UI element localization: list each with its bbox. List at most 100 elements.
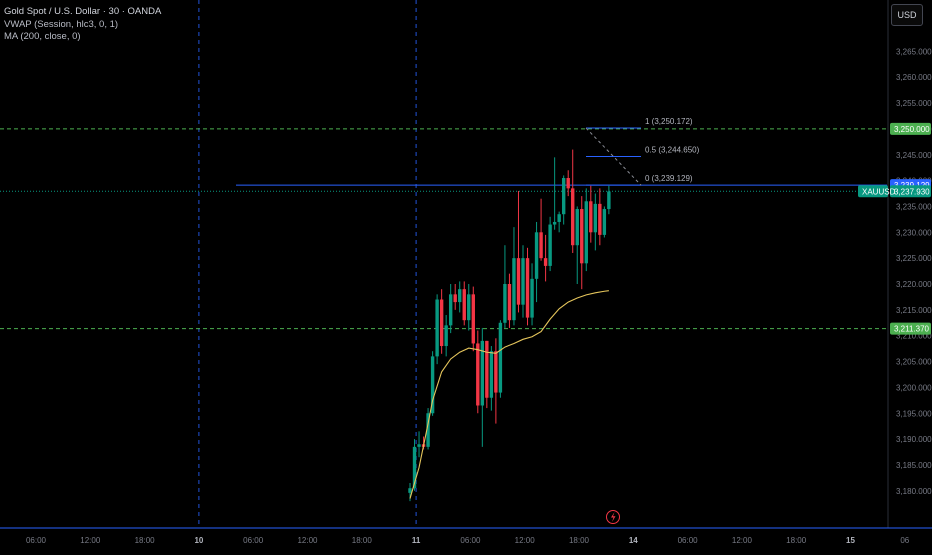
fib-level-label: 1 (3,250.172) [645,117,693,126]
candle-up[interactable] [607,191,611,210]
time-tick-label: 06:00 [460,536,481,545]
price-tick-label: 3,215.000 [896,306,932,315]
time-tick-label: 12:00 [732,536,753,545]
candle-down[interactable] [539,232,543,259]
candle-up[interactable] [561,178,566,215]
price-tick-label: 3,180.000 [896,487,932,496]
candle-up[interactable] [530,278,534,318]
candle-down[interactable] [476,343,480,406]
candle-up[interactable] [534,232,539,279]
candle-down[interactable] [580,209,584,264]
event-lightning-icon[interactable] [606,510,620,524]
fib-trend-line [585,127,642,186]
candle-up[interactable] [503,284,507,323]
candle-down[interactable] [507,284,512,321]
price-tick-label: 3,235.000 [896,202,932,211]
candle-up[interactable] [521,258,525,305]
candle-up[interactable] [426,413,430,447]
candle-down[interactable] [543,258,548,266]
candle-down[interactable] [598,203,602,235]
symbol-tag[interactable] [858,185,888,198]
candle-down[interactable] [453,294,457,303]
price-tick-label: 3,225.000 [896,254,932,263]
candle-up[interactable] [448,294,453,326]
candle-up[interactable] [593,203,598,233]
symbol-tag-label: XAUUSD [862,187,896,196]
candle-up[interactable] [575,209,579,246]
candle-up[interactable] [435,299,439,357]
time-tick-label: 18:00 [352,536,373,545]
time-tick-label: 12:00 [297,536,318,545]
price-tick-label: 3,265.000 [896,47,932,56]
ma-line [409,290,609,499]
candle-down[interactable] [571,188,575,246]
candle-down[interactable] [471,294,475,344]
price-tag[interactable] [890,122,931,135]
time-tick-label: 06 [900,536,909,545]
time-tick-label: 06:00 [678,536,699,545]
time-tick-label: 18:00 [135,536,156,545]
candle-down[interactable] [589,201,593,233]
time-tick-label: 06:00 [243,536,264,545]
price-tick-label: 3,260.000 [896,73,932,82]
candle-up[interactable] [602,209,607,235]
candle-up[interactable] [408,488,412,493]
candle-up[interactable] [458,289,462,303]
price-tick-label: 3,255.000 [896,99,932,108]
price-tick-label: 3,205.000 [896,358,932,367]
price-tag-label: 3,211.370 [894,325,930,334]
vwap-indicator-label[interactable]: VWAP (Session, hlc3, 0, 1) [4,18,119,30]
candle-up[interactable] [552,221,557,225]
candle-up[interactable] [444,325,448,347]
chart-legend: Gold Spot / U.S. Dollar · 30 · OANDA VWA… [4,6,161,44]
candle-up[interactable] [548,224,552,266]
price-tick-label: 3,185.000 [896,461,932,470]
candle-up[interactable] [512,258,516,321]
time-tick-label: 14 [629,536,638,545]
price-tag-label: 3,250.000 [894,125,930,134]
time-tick-label: 11 [412,536,421,545]
price-tag[interactable] [890,322,931,335]
time-tick-label: 18:00 [786,536,807,545]
candle-up[interactable] [430,356,435,414]
candle-up[interactable] [584,201,588,264]
candle-up[interactable] [498,322,503,393]
price-tick-label: 3,210.000 [896,332,932,341]
price-tick-label: 3,245.000 [896,151,932,160]
current-price-label: 3,237.930 [894,187,930,196]
price-tick-label: 3,195.000 [896,409,932,418]
current-price-tag[interactable] [890,185,931,198]
price-tick-label: 3,200.000 [896,383,932,392]
time-tick-label: 12:00 [80,536,101,545]
price-axis[interactable] [888,0,932,550]
candle-up[interactable] [417,444,421,447]
candle-up[interactable] [480,340,485,406]
time-tick-label: 18:00 [569,536,590,545]
candle-up[interactable] [467,294,471,321]
time-axis[interactable] [0,528,932,550]
candle-down[interactable] [516,258,521,305]
symbol-title[interactable]: Gold Spot / U.S. Dollar · 30 · OANDA [4,6,162,17]
candle-down[interactable] [566,178,570,189]
fib-level-label: 0 (3,239.129) [645,174,693,183]
price-tick-label: 3,220.000 [896,280,932,289]
candle-down[interactable] [525,258,530,318]
time-tick-label: 06:00 [26,536,47,545]
candle-down[interactable] [494,351,498,393]
candle-down[interactable] [462,289,466,321]
time-tick-label: 10 [194,536,203,545]
ma-indicator-label[interactable]: MA (200, close, 0) [4,31,81,42]
price-tick-label: 3,230.000 [896,228,932,237]
time-tick-label: 12:00 [515,536,536,545]
fib-level-label: 0.5 (3,244.650) [645,146,700,155]
candle-up[interactable] [412,446,417,489]
currency-button[interactable]: USD [891,4,923,26]
candle-up[interactable] [489,351,494,398]
lightning-icon [611,512,616,522]
candle-down[interactable] [439,299,444,347]
candle-up[interactable] [557,214,561,222]
candle-down[interactable] [485,340,489,398]
